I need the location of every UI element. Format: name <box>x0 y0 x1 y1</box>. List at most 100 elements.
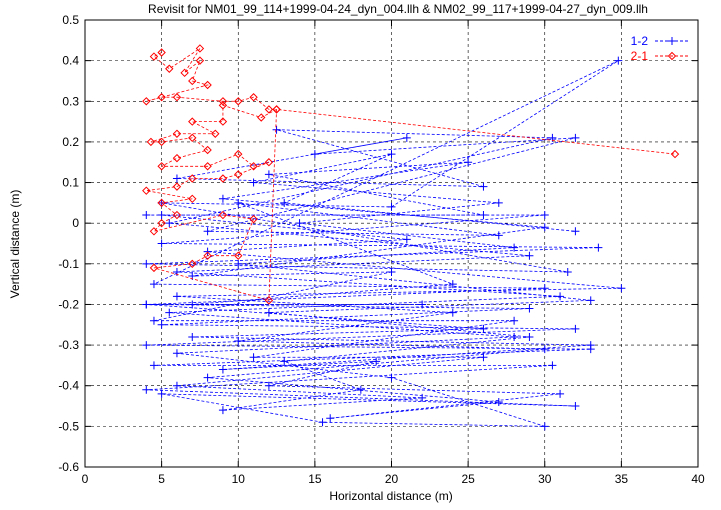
diamond-marker <box>157 48 166 57</box>
diamond-marker <box>257 113 266 122</box>
series-line <box>146 48 676 301</box>
diamond-marker <box>157 93 166 102</box>
diamond-marker <box>211 129 220 138</box>
plus-marker <box>418 300 427 309</box>
diamond-marker <box>188 259 197 269</box>
plus-marker <box>617 284 626 293</box>
plus-marker <box>571 227 580 236</box>
legend-label: 1-2 <box>631 34 649 48</box>
plus-marker <box>402 235 411 244</box>
plus-marker <box>586 296 595 305</box>
plus-marker <box>249 353 258 362</box>
plus-marker <box>249 178 258 187</box>
plus-marker <box>571 402 580 411</box>
diamond-marker <box>203 251 212 260</box>
legend: 1-22-1 <box>631 34 690 63</box>
plus-marker <box>165 219 174 228</box>
y-tick-label: 0 <box>72 216 79 230</box>
plus-marker <box>540 345 549 354</box>
plus-marker <box>479 324 488 333</box>
diamond-marker <box>218 210 228 220</box>
plus-marker <box>142 259 151 268</box>
diamond-marker <box>172 93 182 102</box>
diamond-marker <box>172 182 182 191</box>
diamond-marker <box>149 52 159 61</box>
plus-marker <box>571 133 580 142</box>
diamond-marker <box>218 101 228 110</box>
diamond-marker <box>234 251 243 260</box>
plus-marker <box>203 373 212 382</box>
diamond-marker <box>203 80 212 90</box>
diamond-marker <box>157 198 166 208</box>
y-tick-label: -0.1 <box>58 257 79 271</box>
diamond-marker <box>195 44 205 53</box>
plus-marker <box>540 211 549 220</box>
plus-marker <box>157 320 166 329</box>
plus-marker <box>525 304 534 313</box>
plus-marker <box>494 397 503 406</box>
plus-marker <box>188 332 197 341</box>
y-tick-label: -0.3 <box>58 338 79 352</box>
diamond-marker <box>172 129 182 138</box>
plus-marker <box>142 211 151 220</box>
diamond-marker <box>172 210 182 220</box>
plus-marker <box>280 198 289 207</box>
plus-marker <box>556 292 565 301</box>
plus-marker <box>172 292 181 301</box>
y-tick-label: -0.2 <box>58 297 79 311</box>
plus-marker <box>142 300 151 309</box>
diamond-marker <box>218 97 228 106</box>
y-tick-label: -0.4 <box>58 379 79 393</box>
diamond-marker <box>188 133 197 143</box>
diamond-marker <box>249 93 258 102</box>
plus-marker <box>295 219 304 228</box>
plus-marker <box>464 158 473 167</box>
plus-marker <box>172 381 181 390</box>
plus-marker <box>540 422 549 431</box>
x-tick-label: 30 <box>538 472 552 486</box>
x-tick-label: 40 <box>691 472 705 486</box>
plus-marker <box>548 361 557 370</box>
plus-marker <box>540 223 549 232</box>
y-axis-label: Vertical distance (m) <box>8 190 22 299</box>
plus-marker <box>556 389 565 398</box>
x-tick-label: 0 <box>82 472 89 486</box>
diamond-marker <box>234 149 243 159</box>
diamond-marker <box>218 117 228 126</box>
y-tick-label: 0.5 <box>62 13 79 27</box>
plus-marker <box>510 243 519 252</box>
plus-marker <box>510 332 519 341</box>
diamond-marker <box>149 263 159 273</box>
diamond-marker <box>264 296 274 305</box>
diamond-marker <box>249 162 258 171</box>
plus-marker <box>165 308 174 317</box>
plus-marker <box>402 133 411 142</box>
diamond-marker <box>264 105 274 114</box>
diamond-marker <box>234 170 243 179</box>
diamond-marker <box>149 227 159 236</box>
plus-marker <box>387 150 396 159</box>
plus-marker <box>188 300 197 309</box>
plus-marker <box>418 393 427 402</box>
diamond-marker <box>165 64 174 73</box>
chart-title: Revisit for NM01_99_114+1999-04-24_dyn_0… <box>148 2 648 16</box>
series-2-1 <box>142 44 680 305</box>
plus-marker <box>563 267 572 276</box>
plus-marker <box>387 202 396 211</box>
diamond-marker <box>249 214 258 224</box>
plus-marker <box>149 280 158 289</box>
y-tick-label: -0.6 <box>58 460 79 474</box>
plus-marker <box>272 125 281 134</box>
plus-marker <box>448 308 457 317</box>
y-tick-label: 0.4 <box>62 54 79 68</box>
plus-marker <box>203 227 212 236</box>
diamond-marker <box>234 97 243 106</box>
plus-marker <box>494 198 503 207</box>
plus-marker <box>494 231 503 240</box>
diamond-marker <box>157 162 166 171</box>
diamond-marker <box>203 162 212 171</box>
diamond-marker <box>188 76 197 86</box>
plus-marker <box>218 365 227 374</box>
legend-label: 2-1 <box>631 49 649 63</box>
